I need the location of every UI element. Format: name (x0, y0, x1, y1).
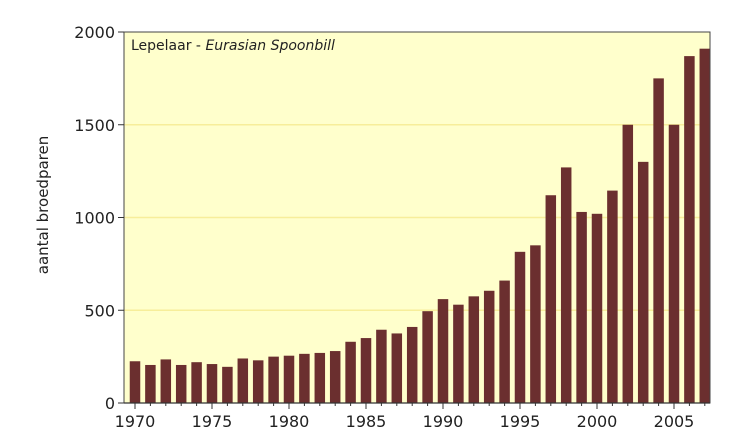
y-tick-label: 1000 (74, 209, 115, 228)
x-tick-label: 1975 (192, 412, 233, 431)
y-axis-ticks: 0 500 1000 1500 2000 (74, 23, 124, 413)
x-tick-label: 1990 (423, 412, 464, 431)
bar-2002 (622, 124, 634, 403)
bar-1998 (560, 167, 572, 403)
bar-1990 (437, 299, 449, 403)
bars (129, 48, 711, 404)
bar-1975 (206, 364, 218, 403)
bar-1997 (545, 195, 557, 403)
chart-title: Lepelaar - Eurasian Spoonbill (131, 38, 335, 54)
bar-1980 (283, 355, 295, 403)
bar-1991 (453, 304, 464, 403)
bar-1982 (314, 352, 326, 403)
y-axis-title: aantal broedparen (34, 136, 52, 274)
bar-1999 (576, 211, 587, 403)
y-tick-label: 1500 (74, 116, 115, 135)
bar-2007 (699, 48, 711, 403)
bar-2005 (668, 124, 680, 403)
bar-1978 (252, 360, 264, 403)
bar-2004 (653, 78, 664, 404)
bar-1988 (406, 326, 418, 403)
y-tick-label: 0 (105, 394, 115, 413)
bar-1985 (360, 338, 372, 403)
x-tick-label: 1985 (346, 412, 387, 431)
chart-title-italic: Eurasian Spoonbill (205, 38, 335, 54)
bar-1989 (422, 311, 433, 403)
bar-2001 (607, 190, 618, 403)
bar-1981 (299, 353, 310, 403)
bar-1973 (175, 364, 187, 403)
y-tick-label: 2000 (74, 23, 115, 42)
chart-title-main: Lepelaar (131, 38, 192, 54)
y-tick-label: 500 (84, 301, 115, 320)
x-axis-ticks: 1970 1975 1980 1985 1990 1995 2000 2005 (115, 403, 706, 431)
bar-2003 (637, 161, 649, 403)
bar-1971 (145, 364, 156, 403)
x-tick-label: 1995 (500, 412, 541, 431)
bar-1986 (376, 329, 387, 403)
bar-1972 (160, 359, 172, 403)
x-tick-label: 2000 (577, 412, 618, 431)
bar-1993 (483, 290, 495, 403)
x-tick-label: 1970 (115, 412, 156, 431)
bar-1983 (329, 351, 341, 403)
bar-1994 (499, 280, 510, 403)
bar-1974 (191, 362, 202, 403)
chart-title-separator: - (191, 38, 205, 54)
bar-1995 (514, 251, 526, 403)
bar-1970 (129, 361, 141, 403)
bar-1977 (237, 358, 249, 403)
bar-2006 (684, 56, 695, 404)
x-tick-label: 2005 (654, 412, 695, 431)
bar-1984 (345, 341, 356, 403)
bar-1979 (268, 356, 279, 404)
bar-1996 (530, 245, 541, 403)
bar-2000 (591, 213, 603, 403)
bar-1987 (391, 333, 403, 403)
x-tick-label: 1980 (269, 412, 310, 431)
bar-1992 (468, 296, 480, 403)
bar-1976 (222, 366, 233, 403)
